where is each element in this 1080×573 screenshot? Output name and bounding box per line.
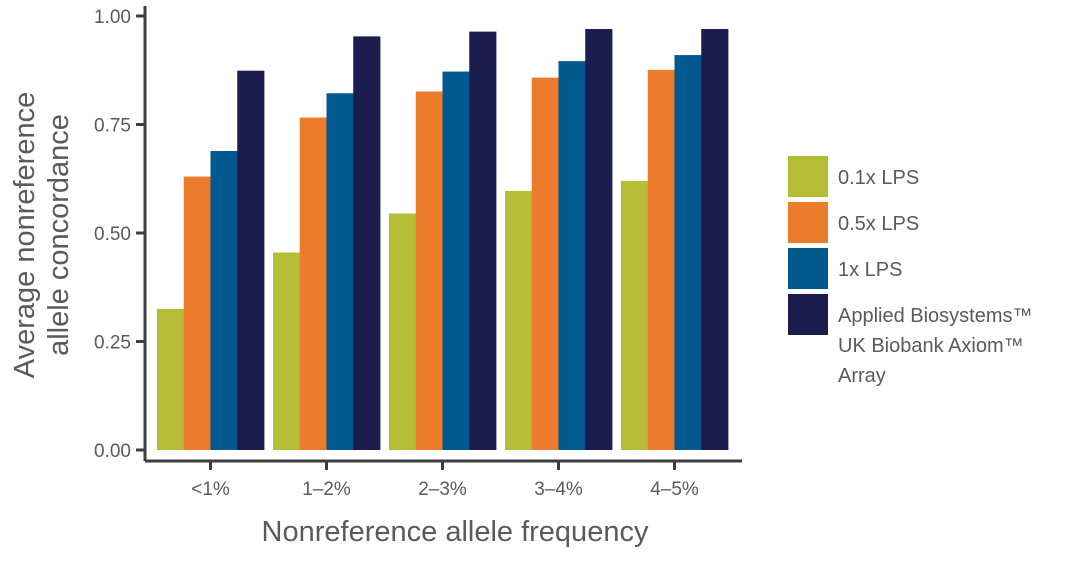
x-axis-title: Nonreference allele frequency <box>262 516 649 548</box>
bars-layer <box>157 29 729 451</box>
bar-group <box>273 36 381 451</box>
legend-label: Applied Biosystems™ <box>838 305 1033 327</box>
legend-label: 0.1x LPS <box>838 167 919 189</box>
bar <box>237 70 265 451</box>
legend-label: Array <box>838 365 886 387</box>
bar-group <box>505 29 613 451</box>
bar <box>585 29 613 451</box>
bar-group <box>621 29 729 451</box>
x-tick-label: 4–5% <box>650 479 699 500</box>
legend-swatch <box>788 156 828 197</box>
bar <box>647 69 675 450</box>
x-tick-label: <1% <box>191 479 230 500</box>
legend-label: 0.5x LPS <box>838 213 919 235</box>
legend: 0.1x LPS 0.5x LPS 1x LPS Applied Biosystems… <box>788 156 1033 387</box>
legend-label: 1x LPS <box>838 259 902 281</box>
bar <box>326 93 354 450</box>
bar <box>674 55 702 451</box>
bar <box>353 36 381 451</box>
x-tick-label: 2–3% <box>418 479 467 500</box>
legend-item: 0.5x LPS <box>788 202 919 243</box>
y-tick-label: 0.50 <box>94 224 131 245</box>
y-axis-title: Average nonreference allele concordance <box>9 92 75 378</box>
legend-swatch <box>788 294 828 335</box>
y-tick-label: 0.25 <box>94 333 131 354</box>
bar <box>273 252 301 450</box>
legend-item: 0.1x LPS <box>788 156 919 197</box>
bar <box>531 77 559 450</box>
bar <box>157 308 185 450</box>
x-ticks: <1% 1–2% 2–3% 3–4% 4–5% <box>191 461 699 500</box>
bar <box>299 117 327 450</box>
bar <box>183 176 211 450</box>
y-tick-label: 1.00 <box>94 7 131 28</box>
x-tick-label: 1–2% <box>302 479 351 500</box>
bar <box>389 213 417 450</box>
bar-group <box>389 31 497 451</box>
legend-label: UK Biobank Axiom™ <box>838 335 1024 357</box>
legend-swatch <box>788 202 828 243</box>
bar <box>210 150 238 450</box>
legend-item: 1x LPS <box>788 248 902 289</box>
y-axis-title-line-1: Average nonreference <box>9 92 41 378</box>
legend-swatch <box>788 248 828 289</box>
y-ticks: 0.00 0.25 0.50 0.75 1.00 <box>94 7 145 462</box>
y-axis-title-line-2: allele concordance <box>43 114 75 356</box>
bar <box>621 180 649 451</box>
bar <box>701 29 729 451</box>
y-tick-label: 0.00 <box>94 441 131 462</box>
bar <box>442 71 470 451</box>
legend-item: Applied Biosystems™ UK Biobank Axiom™ Arra… <box>788 294 1033 387</box>
x-tick-label: 3–4% <box>534 479 583 500</box>
bar <box>505 190 533 450</box>
bar-group <box>157 70 265 451</box>
bar <box>469 31 497 451</box>
bar <box>558 61 586 450</box>
bar <box>415 91 443 451</box>
y-tick-label: 0.75 <box>94 116 131 137</box>
